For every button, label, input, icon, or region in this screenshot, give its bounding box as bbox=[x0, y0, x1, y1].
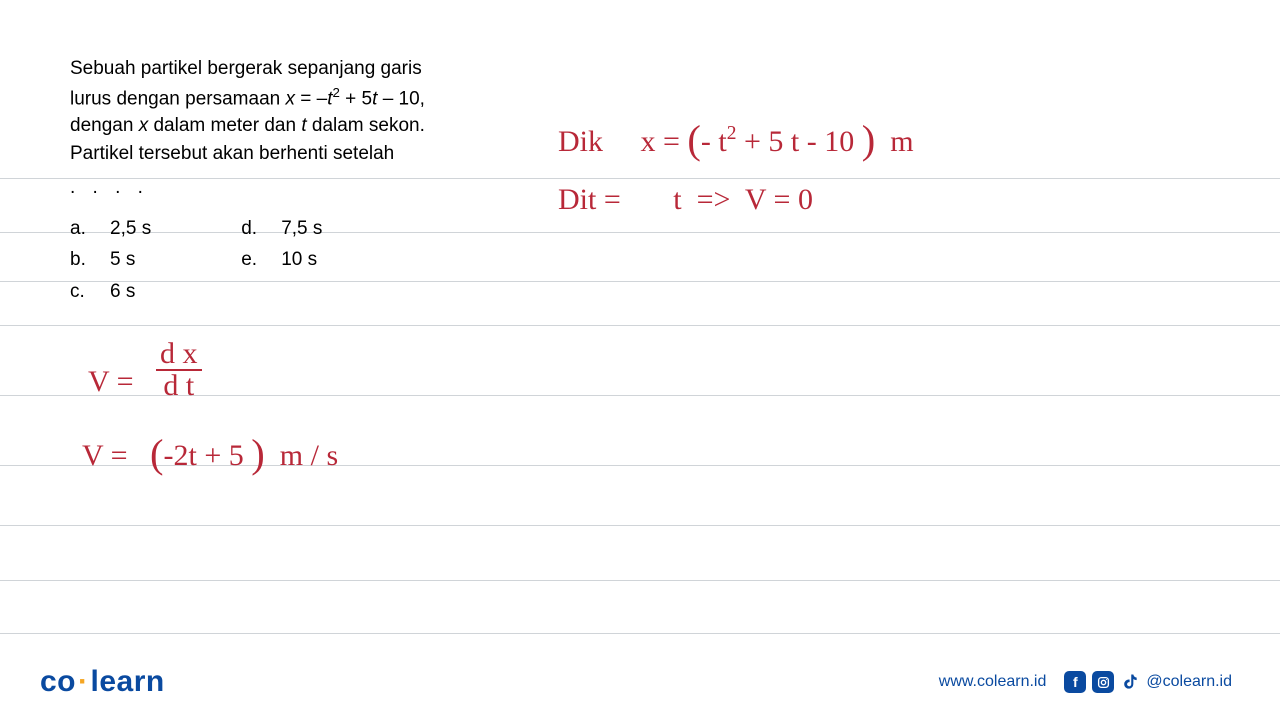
opt-value: 6 s bbox=[110, 276, 135, 307]
footer: co·learn www.colearn.id f @colearn.id bbox=[0, 644, 1280, 720]
option-d: d. 7,5 s bbox=[241, 213, 322, 244]
hw-dik-x: x bbox=[641, 125, 656, 158]
hw-dik-eq: = bbox=[663, 125, 680, 158]
rule-line bbox=[0, 525, 1280, 526]
option-c: c. 6 s bbox=[70, 276, 151, 307]
hw-v2-unit: m / s bbox=[280, 439, 338, 472]
hw-dik: Dik x = (- t2 + 5 t - 10 ) m bbox=[558, 118, 914, 159]
hw-dik-rparen: ) bbox=[862, 117, 876, 162]
hw-dik-p5t: + 5 t bbox=[744, 125, 799, 158]
footer-url: www.colearn.id bbox=[939, 673, 1047, 691]
option-b: b. 5 s bbox=[70, 244, 151, 275]
question-text: Sebuah partikel bergerak sepanjang garis… bbox=[70, 55, 490, 307]
instagram-glyph bbox=[1097, 676, 1110, 689]
option-e: e. 10 s bbox=[241, 244, 322, 275]
hw-dik-lparen: ( bbox=[687, 117, 701, 162]
hw-dik-sq: 2 bbox=[727, 123, 737, 144]
hw-v1-den: d t bbox=[156, 371, 202, 401]
opt-value: 7,5 s bbox=[281, 213, 322, 244]
q-eq-1: = – bbox=[295, 88, 327, 109]
facebook-icon: f bbox=[1064, 671, 1086, 693]
hw-v2-lparen: ( bbox=[150, 431, 164, 476]
q-eq-3: – 10, bbox=[377, 88, 425, 109]
rule-line bbox=[0, 325, 1280, 326]
q-line3c: dalam sekon. bbox=[307, 115, 425, 136]
hw-dit-t: t bbox=[673, 183, 681, 216]
opt-value: 10 s bbox=[281, 244, 317, 275]
options-container: a. 2,5 s b. 5 s c. 6 s d. 7,5 s e. 10 s bbox=[70, 213, 490, 307]
q-line3a: dengan bbox=[70, 115, 139, 136]
hw-v1-lhs: V = bbox=[88, 365, 134, 398]
hw-dit-label: Dit = bbox=[558, 183, 621, 216]
logo-right: learn bbox=[91, 665, 165, 698]
instagram-icon bbox=[1092, 671, 1114, 693]
hw-v-derivative: V = d x d t bbox=[88, 335, 202, 397]
hw-dik-m10: - 10 bbox=[807, 125, 855, 158]
rule-line bbox=[0, 633, 1280, 634]
q-line4: Partikel tersebut akan berhenti setelah bbox=[70, 143, 394, 164]
hw-dik-m: m bbox=[890, 125, 913, 158]
q-eq-2: + 5 bbox=[340, 88, 372, 109]
opt-label: a. bbox=[70, 213, 88, 244]
rule-line bbox=[0, 580, 1280, 581]
opt-label: b. bbox=[70, 244, 88, 275]
hw-v2-rparen: ) bbox=[251, 431, 265, 476]
brand-logo: co·learn bbox=[40, 665, 165, 699]
social-links: f @colearn.id bbox=[1064, 671, 1232, 693]
q-line1: Sebuah partikel bergerak sepanjang garis bbox=[70, 58, 422, 79]
option-a: a. 2,5 s bbox=[70, 213, 151, 244]
q-line2a: lurus dengan persamaan bbox=[70, 88, 285, 109]
q-line3b: dalam meter dan bbox=[148, 115, 301, 136]
q-dots: . . . . bbox=[70, 174, 490, 202]
hw-v2-body: -2t + 5 bbox=[164, 439, 244, 472]
hw-dit: Dit = t => V = 0 bbox=[558, 185, 813, 215]
tiktok-icon bbox=[1120, 672, 1140, 692]
opt-value: 5 s bbox=[110, 244, 135, 275]
hw-v2-lhs: V = bbox=[82, 439, 128, 472]
opt-label: e. bbox=[241, 244, 259, 275]
logo-dot: · bbox=[76, 665, 91, 698]
footer-right: www.colearn.id f @colearn.id bbox=[939, 671, 1232, 693]
q-line3-x: x bbox=[139, 115, 149, 136]
options-col-2: d. 7,5 s e. 10 s bbox=[241, 213, 322, 307]
hw-dik-label: Dik bbox=[558, 125, 603, 158]
hw-v1-frac: d x d t bbox=[156, 339, 202, 401]
hw-dik-neg: - bbox=[701, 125, 711, 158]
q-eq-x: x bbox=[285, 88, 295, 109]
hw-v1-num: d x bbox=[156, 339, 202, 371]
logo-left: co bbox=[40, 665, 76, 698]
options-col-1: a. 2,5 s b. 5 s c. 6 s bbox=[70, 213, 151, 307]
social-handle: @colearn.id bbox=[1146, 673, 1232, 691]
hw-v-result: V = (-2t + 5 ) m / s bbox=[82, 432, 338, 473]
opt-label: d. bbox=[241, 213, 259, 244]
opt-label: c. bbox=[70, 276, 88, 307]
hw-dik-t: t bbox=[718, 125, 726, 158]
q-eq-exp: 2 bbox=[333, 85, 340, 100]
hw-dit-v: V = 0 bbox=[745, 183, 813, 216]
hw-dit-arrow: => bbox=[697, 183, 731, 216]
opt-value: 2,5 s bbox=[110, 213, 151, 244]
